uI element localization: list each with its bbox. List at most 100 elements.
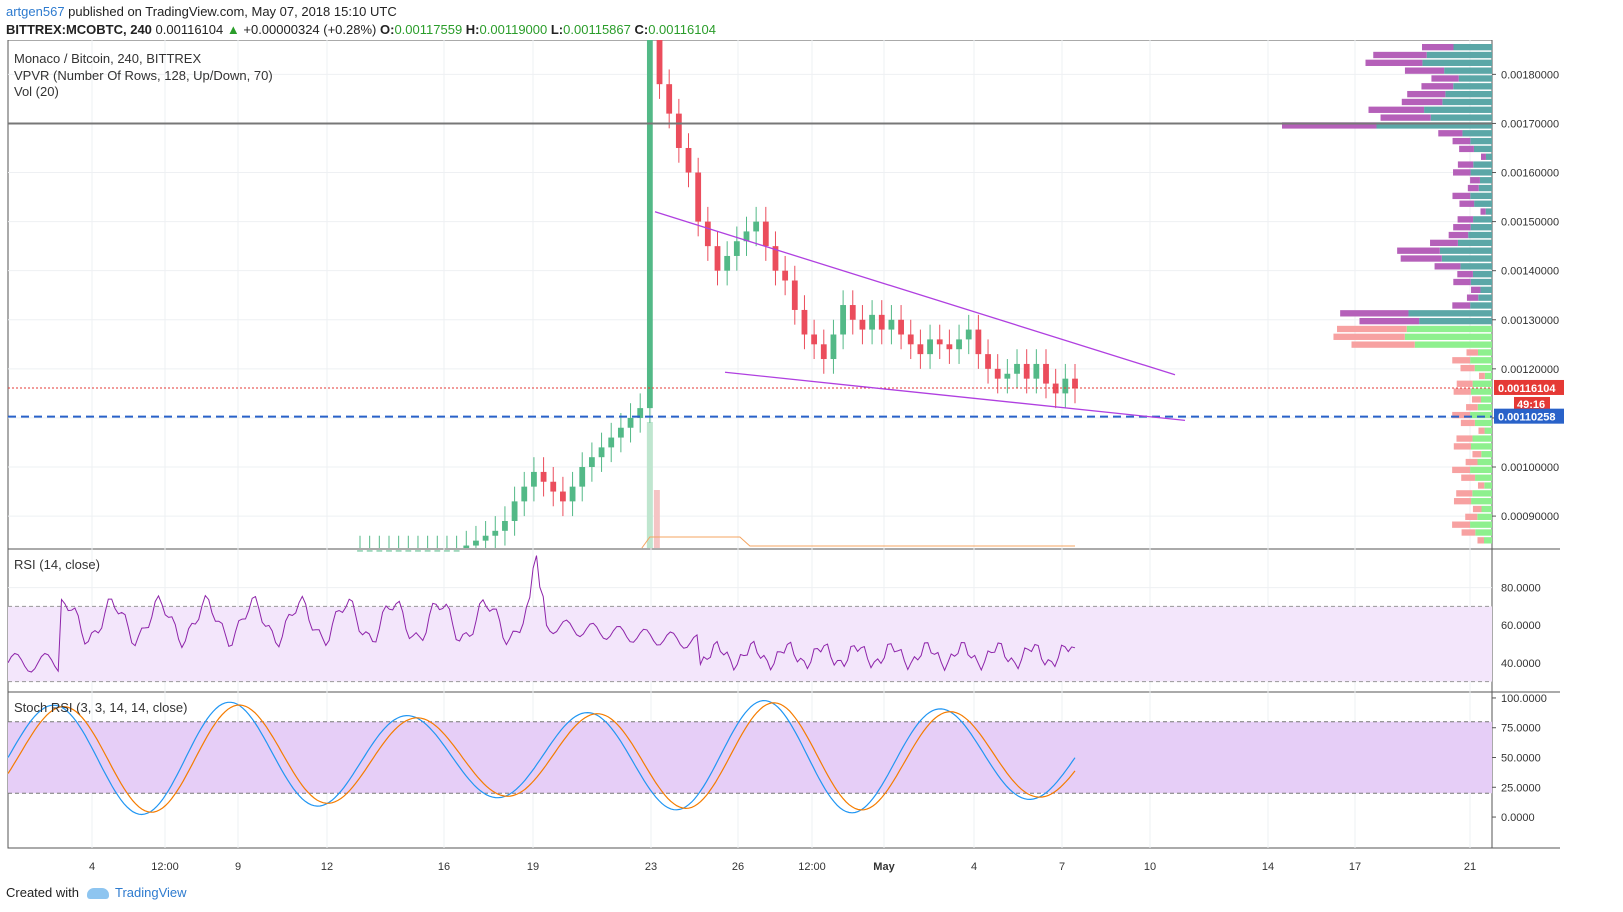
- candle-body: [936, 339, 943, 345]
- candle-body: [444, 550, 450, 552]
- vp-up-bar: [1470, 443, 1492, 450]
- vp-up-bar: [1442, 98, 1492, 106]
- vp-down-bar: [1472, 505, 1482, 513]
- y-tick-label: 50.0000: [1501, 753, 1541, 765]
- vp-up-bar: [1462, 130, 1492, 137]
- x-tick-label: 19: [527, 861, 539, 873]
- vp-up-bar: [1485, 153, 1492, 160]
- vp-down-bar: [1480, 153, 1486, 160]
- vp-up-bar: [1472, 271, 1492, 278]
- vp-down-bar: [1466, 294, 1479, 301]
- vp-up-bar: [1480, 286, 1492, 293]
- vp-up-bar: [1424, 106, 1492, 113]
- chart-header: artgen567 published on TradingView.com, …: [0, 0, 1623, 40]
- candle-body: [956, 339, 962, 350]
- volume-bars: [641, 422, 1075, 549]
- candle-body: [675, 113, 682, 148]
- rsi-line: [7, 555, 1076, 673]
- candle-body: [724, 255, 731, 271]
- vp-down-bar: [1452, 521, 1471, 528]
- vp-down-bar: [1351, 341, 1415, 348]
- vp-up-bar: [1468, 231, 1492, 239]
- candle-body: [521, 486, 528, 502]
- vp-up-bar: [1478, 184, 1492, 192]
- vp-up-bar: [1484, 482, 1492, 489]
- candle-body: [1014, 363, 1020, 374]
- vp-down-bar: [1478, 372, 1485, 380]
- y-tick-label: 100.0000: [1501, 693, 1547, 705]
- vp-up-bar: [1472, 435, 1492, 442]
- footer: Created with TradingView: [6, 885, 187, 900]
- vp-down-bar: [1452, 411, 1471, 419]
- vp-down-bar: [1430, 239, 1458, 247]
- last-price-tag: [1494, 379, 1564, 395]
- vp-down-bar: [1459, 200, 1475, 207]
- dashed-level-label: 0.00110258: [1498, 412, 1556, 424]
- vp-up-bar: [1473, 216, 1492, 223]
- vp-down-bar: [1337, 325, 1407, 333]
- candle-body: [617, 427, 624, 438]
- vp-down-bar: [1400, 255, 1442, 262]
- candle-body: [685, 147, 692, 173]
- x-tick-label: 4: [89, 861, 95, 873]
- x-tick-label: 14: [1262, 861, 1274, 873]
- candle-body: [386, 550, 392, 552]
- y-tick-label: 0.00140000: [1501, 266, 1559, 278]
- vp-up-bar: [1470, 521, 1492, 528]
- vp-down-bar: [1461, 474, 1476, 481]
- candle-body: [985, 354, 991, 369]
- volume-profile: [1282, 44, 1492, 544]
- vp-down-bar: [1456, 490, 1473, 497]
- stoch-title: Stoch RSI (3, 3, 14, 14, close): [14, 700, 187, 715]
- vp-up-bar: [1484, 427, 1492, 434]
- x-tick-label: 21: [1464, 861, 1476, 873]
- vp-up-bar: [1460, 263, 1492, 270]
- y-tick-label: 0.00150000: [1501, 217, 1559, 229]
- candle-body: [453, 550, 460, 552]
- axes: 4 12:00 9 12 16 19 23 26 12:00 May 4 7 10 14 17 21 0.001…: [89, 69, 1564, 873]
- vp-down-bar: [1453, 443, 1471, 450]
- vp-up-bar: [1458, 75, 1492, 82]
- chart-lines: [8, 122, 1492, 422]
- publish-info: artgen567 published on TradingView.com, …: [6, 4, 397, 19]
- vp-down-bar: [1448, 231, 1469, 239]
- vp-up-bar: [1484, 372, 1492, 380]
- vp-up-bar: [1376, 122, 1492, 129]
- vp-up-bar: [1472, 490, 1492, 497]
- vp-down-bar: [1401, 98, 1443, 106]
- candle-body: [1004, 373, 1011, 379]
- x-tick-label: 9: [235, 861, 241, 873]
- candle-body: [927, 339, 933, 355]
- rsi-title: RSI (14, close): [14, 557, 100, 572]
- candle-body: [714, 246, 721, 271]
- candle-body: [859, 319, 866, 330]
- author-link[interactable]: artgen567: [6, 4, 65, 19]
- tradingview-link[interactable]: TradingView: [114, 885, 187, 900]
- y-tick-label: 0.00130000: [1501, 315, 1559, 327]
- vp-down-bar: [1457, 216, 1474, 223]
- candle-body: [820, 344, 827, 360]
- vp-up-bar: [1470, 137, 1492, 145]
- candle-body: [1023, 363, 1030, 379]
- vp-up-bar: [1481, 451, 1492, 458]
- vp-down-bar: [1460, 364, 1475, 372]
- vp-down-bar: [1453, 224, 1471, 231]
- vp-up-bar: [1478, 294, 1492, 301]
- candle-body: [840, 305, 847, 335]
- vp-up-bar: [1472, 380, 1492, 387]
- candle-body: [637, 408, 644, 418]
- low-value: 0.00115867: [563, 22, 631, 37]
- vp-down-bar: [1452, 137, 1471, 145]
- vp-down-bar: [1456, 380, 1473, 387]
- candle-body: [569, 486, 576, 502]
- candle-body: [782, 270, 789, 281]
- trading-chart[interactable]: 4 12:00 9 12 16 19 23 26 12:00 May 4 7 10 14 17 21 0.001…: [0, 40, 1623, 890]
- candle-body: [1072, 378, 1078, 389]
- created-with: Created with: [6, 885, 79, 900]
- candle-body: [366, 550, 373, 552]
- x-tick-label: 12:00: [798, 861, 826, 873]
- candle-body: [743, 231, 750, 242]
- vp-down-bar: [1452, 192, 1471, 200]
- vp-up-bar: [1470, 278, 1492, 286]
- countdown-tag: [1514, 396, 1550, 411]
